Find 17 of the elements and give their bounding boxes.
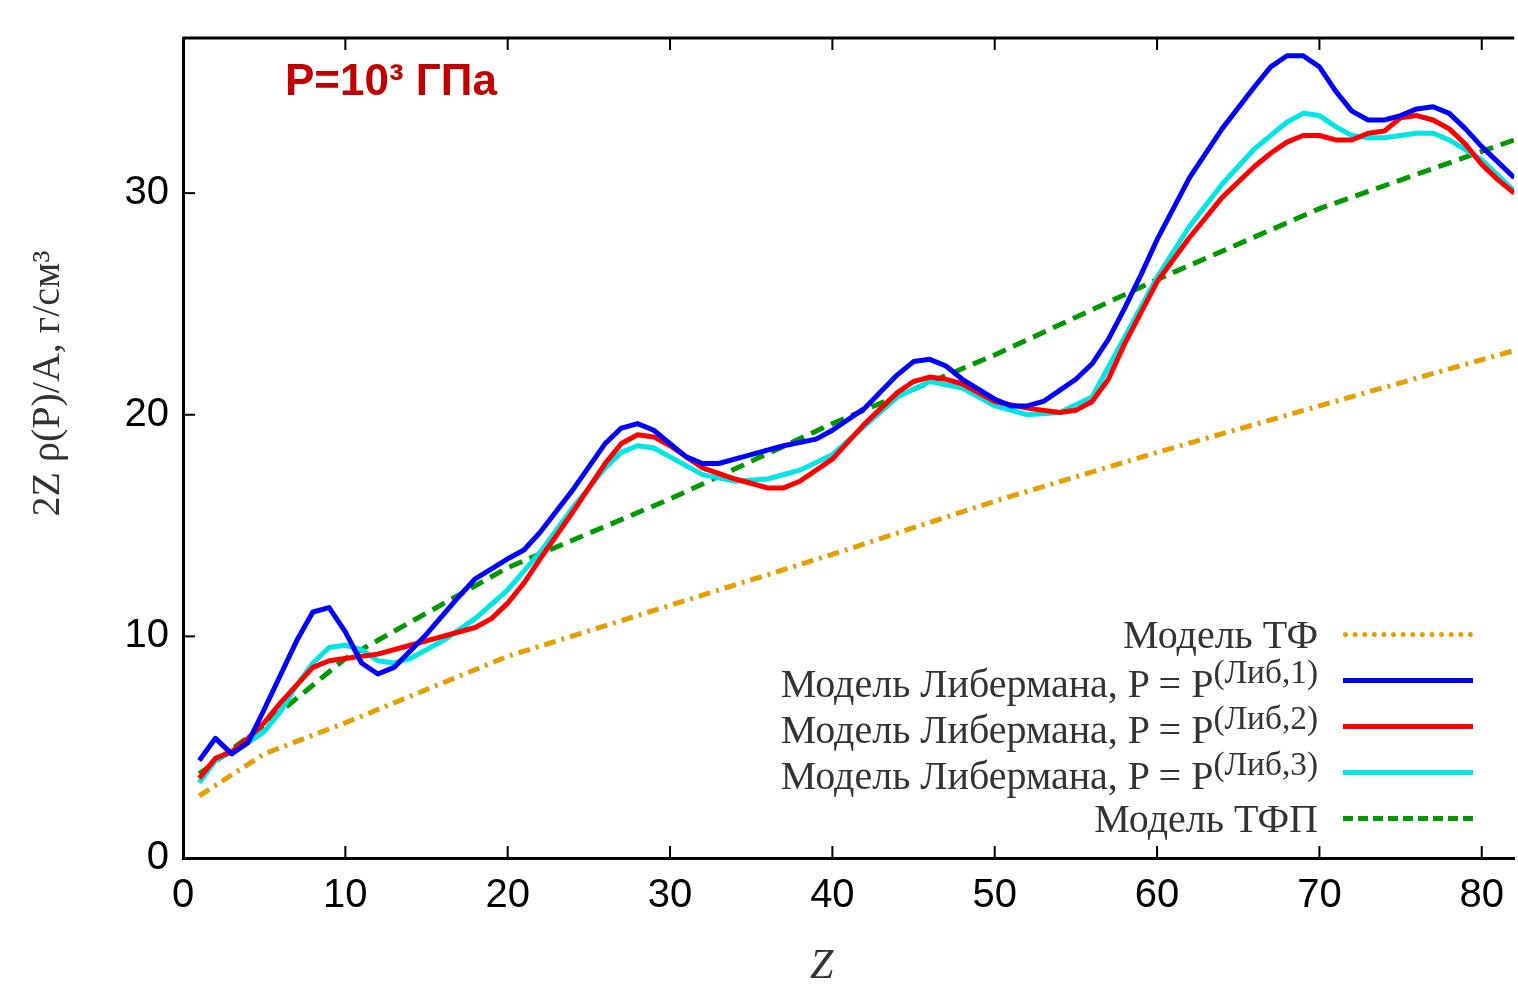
x-tick-label: 60 <box>1134 871 1180 916</box>
y-tick-label: 0 <box>146 833 169 878</box>
x-tick-label: 10 <box>323 871 368 916</box>
x-axis-title: Z <box>810 940 834 988</box>
x-tick-label: 50 <box>972 871 1017 916</box>
y-tick-label: 10 <box>124 611 169 656</box>
legend-label: Модель ТФП <box>1094 795 1318 842</box>
y-tick-label: 20 <box>124 389 169 434</box>
x-tick-label: 30 <box>647 871 693 916</box>
x-tick-label: 20 <box>485 871 530 916</box>
y-tick-label: 30 <box>124 168 169 213</box>
y-axis-title: 2Z ρ(P)/A, г/см³ <box>21 249 69 519</box>
x-tick-label: 70 <box>1297 871 1342 916</box>
x-tick-label: 80 <box>1459 871 1504 916</box>
x-tick-label: 40 <box>810 871 855 916</box>
annotation: P=10³ ГПа <box>285 55 497 105</box>
legend-label: Модель ТФ <box>1123 610 1318 658</box>
